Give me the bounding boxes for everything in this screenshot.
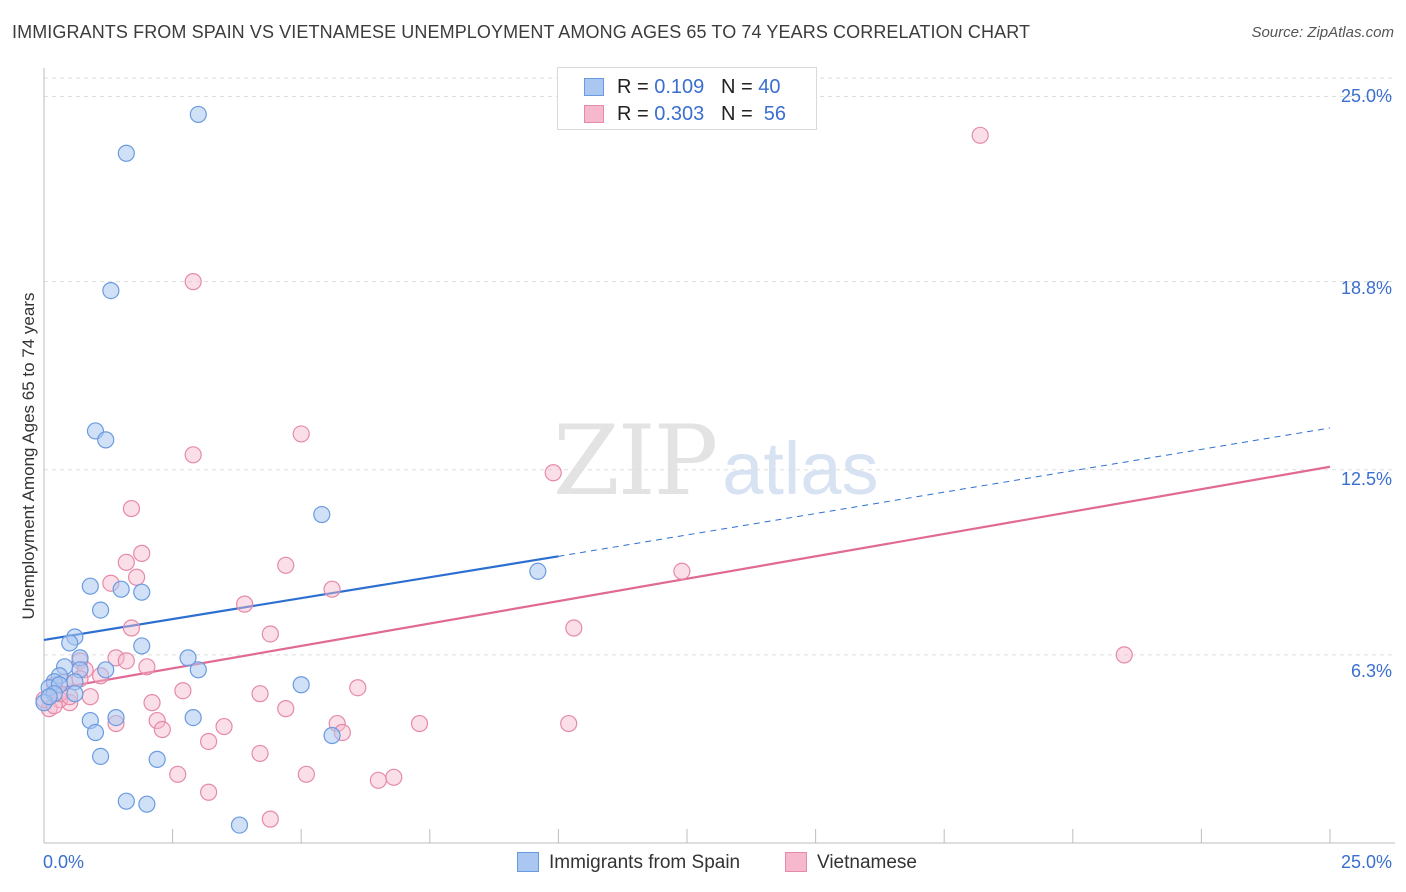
y-tick-label-12-5: 12.5% — [1340, 469, 1392, 489]
point-viet-0 — [971, 126, 989, 144]
point-viet-5 — [122, 499, 141, 518]
point-viet-18 — [107, 649, 125, 667]
legend-swatch-viet — [785, 852, 807, 872]
x-tick-label-max: 25.0% — [1340, 852, 1392, 872]
point-spain-13 — [133, 637, 151, 655]
point-viet-45 — [169, 765, 187, 783]
point-viet-50 — [261, 810, 279, 828]
point-viet-27 — [349, 679, 367, 697]
point-spain-8 — [112, 580, 130, 598]
trend-line-spain-extension — [558, 427, 1331, 557]
stats-text-viet: R = 0.303 N = 56 — [617, 103, 787, 125]
point-viet-10 — [127, 568, 146, 586]
legend-label-spain: Immigrants from Spain — [549, 852, 741, 873]
watermark-atlas: atlas — [722, 427, 879, 510]
viet-swatch — [584, 105, 604, 123]
trend-line-viet — [43, 465, 1331, 692]
point-viet-13 — [236, 595, 254, 613]
point-spain-33 — [91, 747, 110, 766]
point-spain-6 — [529, 562, 547, 580]
legend-item-spain[interactable]: Immigrants from Spain — [517, 852, 740, 874]
point-spain-15 — [179, 649, 197, 667]
point-viet-1 — [184, 273, 202, 291]
point-spain-34 — [148, 750, 166, 768]
source-credit: Source: ZipAtlas.com — [1251, 24, 1394, 41]
point-viet-29 — [251, 685, 269, 703]
x-tick-label-min: 0.0% — [43, 852, 85, 872]
point-viet-17 — [1115, 646, 1133, 664]
point-viet-19 — [117, 652, 135, 670]
point-spain-35 — [117, 792, 135, 810]
trend-lines — [43, 427, 1331, 692]
point-spain-39 — [40, 688, 58, 706]
point-viet-21 — [138, 658, 156, 676]
point-spain-31 — [86, 723, 105, 742]
point-viet-14 — [565, 619, 583, 637]
point-spain-10 — [91, 601, 110, 619]
point-spain-5 — [313, 505, 331, 524]
point-spain-17 — [189, 661, 207, 679]
legend-item-viet[interactable]: Vietnamese — [785, 852, 917, 874]
point-spain-20 — [97, 661, 115, 679]
point-viet-7 — [117, 553, 135, 571]
point-viet-46 — [297, 765, 315, 783]
axes — [43, 68, 1395, 844]
point-spain-27 — [292, 676, 310, 694]
point-viet-38 — [560, 714, 578, 733]
point-spain-36 — [138, 795, 156, 813]
point-viet-2 — [292, 425, 310, 443]
point-viet-15 — [122, 619, 141, 637]
legend-label-viet: Vietnamese — [817, 852, 917, 873]
spain-swatch — [584, 78, 604, 96]
y-tick-label-18-8: 18.8% — [1340, 278, 1392, 298]
data-points — [35, 105, 1133, 834]
y-tick-label-6-3: 6.3% — [1350, 661, 1392, 681]
point-viet-37 — [410, 714, 429, 733]
point-viet-9 — [673, 562, 691, 580]
point-viet-12 — [323, 580, 341, 598]
trend-line-spain — [43, 555, 559, 642]
watermark: ZIPatlas — [553, 405, 879, 517]
y-tick-label-25: 25.0% — [1340, 86, 1392, 106]
point-viet-33 — [143, 694, 161, 712]
point-spain-1 — [117, 144, 135, 162]
point-spain-4 — [97, 431, 115, 449]
point-viet-8 — [277, 556, 295, 574]
legend-swatch-spain — [517, 852, 539, 872]
point-viet-6 — [133, 544, 151, 562]
point-spain-25 — [66, 685, 84, 703]
point-viet-30 — [81, 688, 99, 706]
point-spain-37 — [230, 816, 249, 834]
point-viet-16 — [261, 625, 279, 643]
chart-title: IMMIGRANTS FROM SPAIN VS VIETNAMESE UNEM… — [12, 22, 1031, 42]
point-spain-29 — [107, 708, 125, 727]
point-viet-44 — [251, 744, 269, 763]
stats-legend: R = 0.109 N = 40 R = 0.303 N = 56 — [557, 67, 817, 130]
point-spain-0 — [189, 105, 207, 124]
watermark-zip: ZIP — [553, 405, 718, 517]
grid-lines — [44, 77, 1395, 656]
point-viet-47 — [385, 768, 403, 786]
point-viet-35 — [148, 711, 166, 730]
point-viet-34 — [277, 700, 295, 718]
point-viet-4 — [544, 464, 562, 482]
point-viet-48 — [369, 771, 387, 789]
point-viet-40 — [215, 717, 233, 736]
point-viet-3 — [184, 446, 202, 464]
point-viet-43 — [200, 732, 218, 751]
point-viet-41 — [153, 720, 171, 739]
stats-text-spain: R = 0.109 N = 40 — [617, 76, 781, 98]
point-viet-49 — [200, 783, 218, 801]
point-spain-12 — [61, 634, 79, 652]
y-axis-label: Unemployment Among Ages 65 to 74 years — [19, 292, 38, 620]
point-viet-28 — [174, 682, 192, 700]
point-spain-9 — [133, 583, 151, 601]
point-spain-32 — [323, 726, 341, 745]
point-spain-30 — [184, 708, 202, 727]
point-spain-7 — [81, 577, 99, 595]
point-spain-2 — [102, 281, 120, 300]
